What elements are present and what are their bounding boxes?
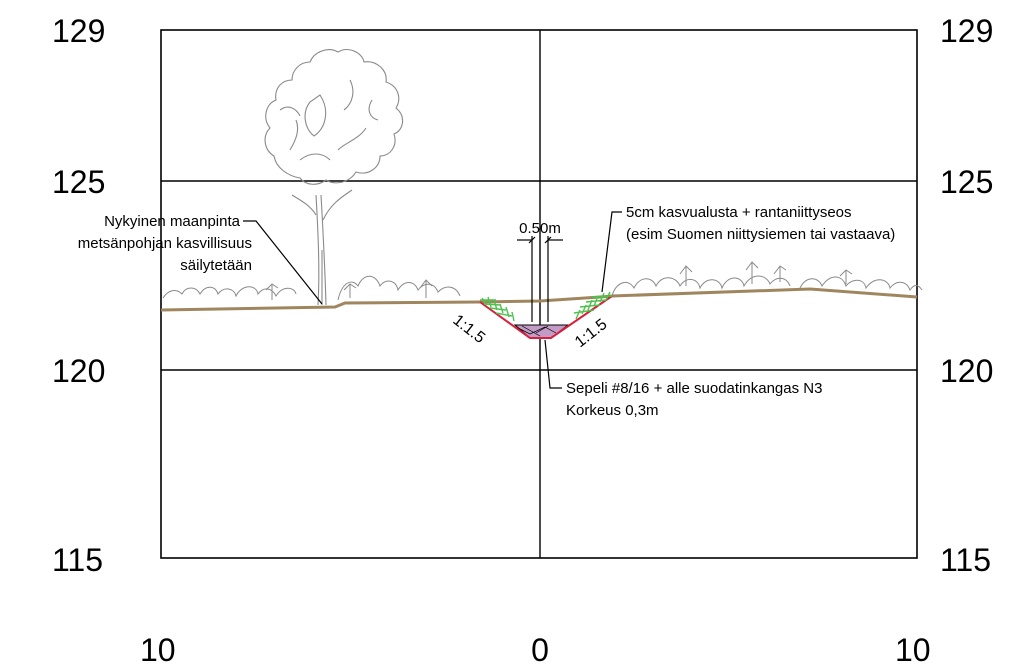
ditch bbox=[479, 291, 613, 339]
elevation-label-right-129: 129 bbox=[940, 13, 993, 49]
elevation-label-right-115: 115 bbox=[940, 542, 991, 578]
distance-label-center: 0 bbox=[531, 632, 549, 668]
existing-ground-note-line-3: säilytetään bbox=[180, 257, 252, 274]
grass-seeding-left bbox=[480, 296, 515, 322]
elevation-label-right-120: 120 bbox=[940, 353, 993, 389]
slope-label-left: 1:1.5 bbox=[450, 312, 489, 347]
slope-label-right: 1:1.5 bbox=[572, 316, 611, 351]
topsoil-note-line-2: (esim Suomen niittysiemen tai vastaava) bbox=[626, 226, 895, 243]
elevation-label-left-120: 120 bbox=[52, 353, 105, 389]
ground-line bbox=[160, 287, 918, 312]
distance-label-right: 10 bbox=[895, 632, 931, 668]
gravel-leader bbox=[544, 339, 562, 389]
grass-seeding-right bbox=[573, 291, 613, 320]
elevation-label-right-125: 125 bbox=[940, 164, 993, 200]
elevation-label-left-115: 115 bbox=[52, 542, 103, 578]
elevation-label-left-129: 129 bbox=[52, 13, 105, 49]
tree-illustration bbox=[264, 49, 404, 306]
existing-ground-note-line-2: metsänpohjan kasvillisuus bbox=[78, 235, 252, 252]
gravel-note: Sepeli #8/16 + alle suodatinkangas N3 Ko… bbox=[566, 380, 822, 419]
topsoil-note-line-1: 5cm kasvualusta + rantaniittyseos bbox=[626, 204, 852, 221]
section-frame bbox=[160, 29, 918, 559]
vegetation-right bbox=[611, 261, 923, 297]
existing-ground-note: Nykyinen maanpinta metsänpohjan kasvilli… bbox=[78, 213, 252, 274]
topsoil-leader bbox=[601, 211, 622, 293]
existing-ground-note-line-1: Nykyinen maanpinta bbox=[104, 213, 241, 230]
elevation-label-left-125: 125 bbox=[52, 164, 105, 200]
topsoil-note: 5cm kasvualusta + rantaniittyseos (esim … bbox=[626, 204, 895, 243]
existing-ground-leader bbox=[243, 220, 323, 305]
gravel-note-line-2: Korkeus 0,3m bbox=[566, 402, 659, 419]
vegetation-left bbox=[162, 275, 461, 301]
gravel-note-line-1: Sepeli #8/16 + alle suodatinkangas N3 bbox=[566, 380, 822, 397]
ditch-lining bbox=[479, 295, 613, 339]
width-dimension: 0.50m bbox=[517, 220, 563, 322]
width-dimension-label: 0.50m bbox=[519, 220, 561, 237]
distance-label-left: 10 bbox=[140, 632, 176, 668]
